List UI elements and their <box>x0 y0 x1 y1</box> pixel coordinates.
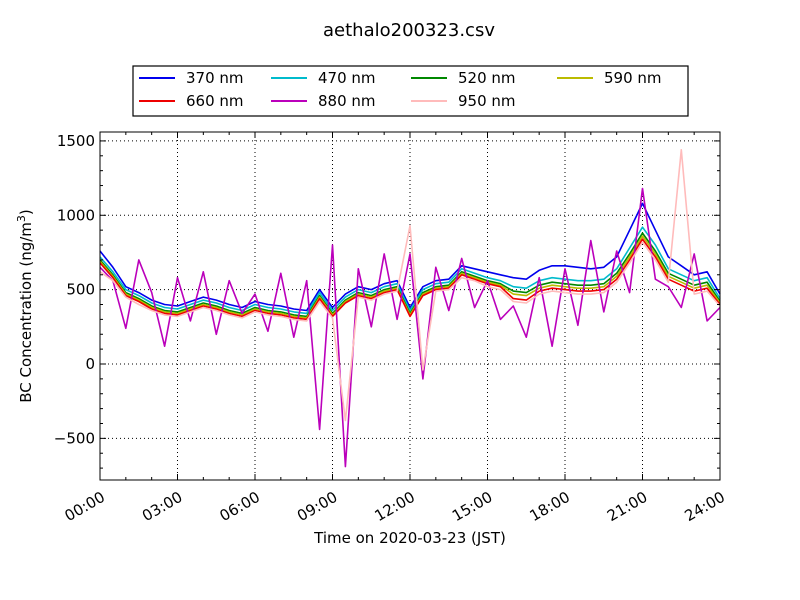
series-line-880-nm <box>99 187 721 468</box>
x-tick-label: 03:00 <box>139 488 185 525</box>
chart-title: aethalo200323.csv <box>323 20 495 41</box>
ticks: 00:00 03:00 06:00 09:00 12:00 15:00 18:00 21:00… <box>54 132 728 525</box>
x-tick-label: 06:00 <box>217 488 263 525</box>
y-axis-label-superscript: 3 <box>15 215 28 222</box>
legend-label: 880 nm <box>318 92 376 110</box>
x-tick-label: 15:00 <box>449 488 495 525</box>
legend-label: 950 nm <box>458 92 516 110</box>
x-tick-label: 09:00 <box>294 488 340 525</box>
series-line-470-nm <box>99 226 721 315</box>
x-tick-label: 00:00 <box>62 488 108 525</box>
series-line-660-nm <box>99 238 721 321</box>
y-axis-label-tail: ) <box>17 209 35 215</box>
legend-label: 370 nm <box>186 69 244 87</box>
legend-label: 520 nm <box>458 69 516 87</box>
grid <box>100 132 720 480</box>
x-tick-label: 18:00 <box>527 488 573 525</box>
series-line-950-nm <box>99 149 721 422</box>
legend-label: 590 nm <box>604 69 662 87</box>
x-tick-label: 24:00 <box>682 488 728 525</box>
legend-label: 470 nm <box>318 69 376 87</box>
series-line-370-nm <box>99 202 721 312</box>
legend: 370 nm 470 nm 520 nm 590 nm 660 nm 880 nm 950 … <box>132 65 689 117</box>
x-tick-label: 21:00 <box>604 488 650 525</box>
y-axis-label-main: BC Concentration (ng/m <box>17 222 35 403</box>
y-tick-label: 1500 <box>57 132 95 150</box>
x-tick-label: 12:00 <box>372 488 418 525</box>
legend-frame <box>132 65 689 117</box>
legend-label: 660 nm <box>186 92 244 110</box>
y-axis-label: BC Concentration (ng/m3) <box>15 209 35 403</box>
series-group <box>99 149 721 468</box>
x-axis-label: Time on 2020-03-23 (JST) <box>313 529 506 547</box>
y-tick-label: 0 <box>85 355 95 373</box>
y-tick-label: −500 <box>54 429 95 447</box>
y-tick-label: 500 <box>66 281 95 299</box>
y-tick-label: 1000 <box>57 206 95 224</box>
